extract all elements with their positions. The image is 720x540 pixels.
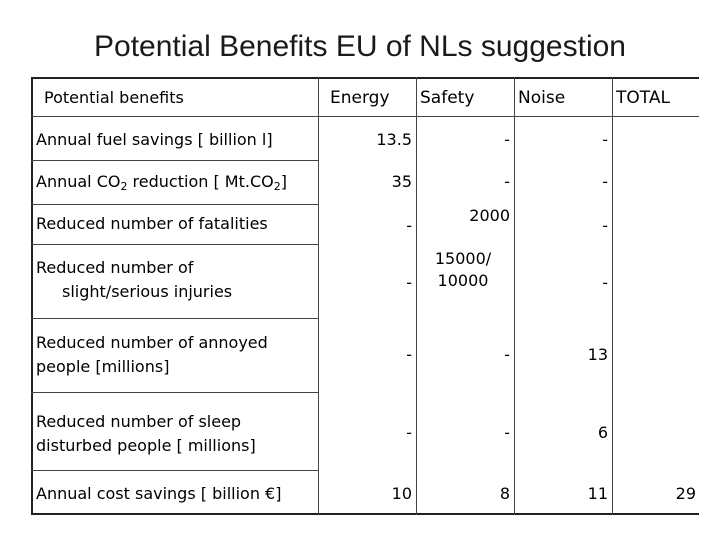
cell-total-cost: 29 — [675, 484, 696, 503]
row-separator — [31, 318, 319, 319]
cell-safety-co2: - — [504, 172, 510, 191]
row-label-fatalities: Reduced number of fatalities — [36, 214, 268, 233]
row-label-line: Reduced number of annoyed — [36, 333, 268, 352]
slide-title: Potential Benefits EU of NLs suggestion — [94, 30, 626, 63]
cell-energy-co2: 35 — [391, 172, 412, 191]
cell-noise-sleep: 6 — [597, 423, 608, 442]
cell-safety-fuel: - — [504, 130, 510, 149]
row-label-line: Reduced number of sleep — [36, 412, 242, 431]
cell-safety-injuries: 15000/ 10000 — [416, 248, 510, 292]
row-label-fuel-savings: Annual fuel savings [ billion l] — [36, 130, 273, 149]
row-separator — [31, 160, 319, 161]
cell-line: 15000/ — [434, 249, 492, 268]
col-divider-energy — [416, 77, 417, 515]
cell-noise-co2: - — [602, 172, 608, 191]
row-separator — [31, 392, 319, 393]
row-label-line: disturbed people [ millions] — [36, 436, 256, 455]
cell-noise-fatalities: - — [602, 216, 608, 235]
col-divider-benefits — [318, 77, 319, 515]
cell-safety-cost: 8 — [499, 484, 510, 503]
cell-noise-injuries: - — [602, 273, 608, 292]
cell-energy-sleep: - — [406, 423, 412, 442]
row-separator — [31, 244, 319, 245]
cell-line: 10000 — [437, 271, 489, 290]
row-label-cost-savings: Annual cost savings [ billion €] — [36, 484, 282, 503]
row-separator — [31, 204, 319, 205]
row-label-co2-reduction: Annual CO2 reduction [ Mt.CO2] — [36, 172, 287, 193]
cell-safety-annoyed: - — [504, 345, 510, 364]
cell-energy-fuel: 13.5 — [376, 130, 412, 149]
row-label-sleep-disturbed: Reduced number of sleep disturbed people… — [36, 410, 256, 458]
row-label-annoyed: Reduced number of annoyed people [millio… — [36, 331, 268, 379]
row-label-injuries: Reduced number of slight/serious injurie… — [36, 256, 232, 304]
row-label-line: Reduced number of — [36, 258, 194, 277]
cell-safety-fatalities: 2000 — [469, 206, 510, 225]
cell-energy-injuries: - — [406, 273, 412, 292]
cell-energy-cost: 10 — [391, 484, 412, 503]
cell-energy-annoyed: - — [406, 345, 412, 364]
header-noise: Noise — [518, 88, 566, 108]
cell-energy-fatalities: - — [406, 216, 412, 235]
header-total: TOTAL — [616, 88, 670, 108]
header-separator — [31, 116, 699, 117]
header-potential-benefits: Potential benefits — [44, 88, 184, 107]
row-label-line: slight/serious injuries — [62, 282, 233, 301]
col-divider-safety — [514, 77, 515, 515]
benefits-table — [31, 77, 699, 515]
row-separator — [31, 470, 319, 471]
header-safety: Safety — [420, 88, 475, 108]
cell-noise-fuel: - — [602, 130, 608, 149]
col-divider-noise — [612, 77, 613, 515]
header-energy: Energy — [330, 88, 390, 108]
cell-noise-annoyed: 13 — [587, 345, 608, 364]
cell-noise-cost: 11 — [587, 484, 608, 503]
row-label-line: people [millions] — [36, 357, 170, 376]
cell-safety-sleep: - — [504, 423, 510, 442]
